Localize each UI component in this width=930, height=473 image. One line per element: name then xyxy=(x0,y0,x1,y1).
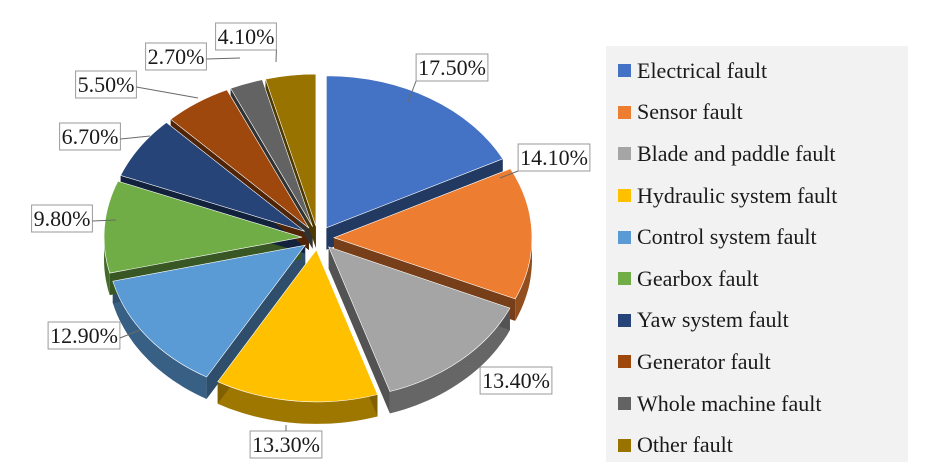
pie-slice-control-system-fault xyxy=(112,244,306,378)
legend-item-blade-and-paddle-fault: Blade and paddle fault xyxy=(618,133,908,175)
legend-item-other-fault: Other fault xyxy=(618,424,908,466)
data-label-group-4: 12.90% xyxy=(47,321,121,350)
leader-line xyxy=(407,80,417,103)
leader-line xyxy=(461,365,481,368)
data-label: 2.70% xyxy=(148,44,205,69)
data-label: 12.90% xyxy=(50,323,118,348)
legend-swatch xyxy=(618,189,631,203)
data-label-group-0: 17.50% xyxy=(415,53,489,82)
data-label-box xyxy=(215,22,277,51)
pie-chart: 17.50% 14.10% 13.40% 13.30% 12.90% 9.80% 6.70%… xyxy=(31,22,591,459)
slice-side-1 xyxy=(515,235,532,321)
pie-slice-yaw-system-fault xyxy=(120,122,305,232)
leader-line xyxy=(120,135,151,140)
leader-line xyxy=(136,86,199,99)
pie-slice-electrical-fault xyxy=(326,75,504,229)
data-label: 13.40% xyxy=(482,368,550,393)
chart-legend: Electrical fault Sensor fault Blade and pa… xyxy=(606,46,908,462)
legend-label: Yaw system fault xyxy=(637,307,789,333)
legend-swatch xyxy=(618,438,631,452)
slice-side-3 xyxy=(217,381,378,424)
data-label-box xyxy=(249,430,323,459)
legend-label: Control system fault xyxy=(637,224,817,250)
legend-item-whole-machine-fault: Whole machine fault xyxy=(618,383,908,425)
slice-side-2 xyxy=(389,308,510,414)
legend-label: Generator fault xyxy=(637,348,771,374)
data-label-box xyxy=(59,122,121,151)
data-label-box xyxy=(145,42,207,71)
legend-item-yaw-system-fault: Yaw system fault xyxy=(618,300,908,342)
data-label: 14.10% xyxy=(520,145,588,170)
legend-swatch xyxy=(618,64,631,78)
data-label-group-2: 13.40% xyxy=(479,366,553,395)
legend-label: Blade and paddle fault xyxy=(637,140,836,166)
data-label-group-7: 5.50% xyxy=(75,70,137,99)
legend-swatch xyxy=(618,313,631,327)
pie-slice-generator-fault xyxy=(170,89,310,229)
leader-line xyxy=(499,170,519,179)
legend-item-hydraulic-system-fault: Hydraulic system fault xyxy=(618,175,908,217)
data-label: 13.30% xyxy=(252,432,320,457)
legend-label: Whole machine fault xyxy=(637,390,822,416)
data-label: 17.50% xyxy=(418,55,486,80)
data-label-group-5: 9.80% xyxy=(31,204,93,233)
pie-slice-hydraulic-system-fault xyxy=(217,249,378,403)
data-label-group-3: 13.30% xyxy=(249,430,323,459)
data-label-box xyxy=(47,321,121,350)
legend-item-generator-fault: Generator fault xyxy=(618,341,908,383)
leader-line xyxy=(119,329,141,339)
slice-side-4 xyxy=(112,281,207,399)
legend-label: Sensor fault xyxy=(637,99,743,125)
legend-label: Gearbox fault xyxy=(637,265,759,291)
data-label-group-9: 4.10% xyxy=(215,22,277,51)
data-label-box xyxy=(479,366,553,395)
legend-item-electrical-fault: Electrical fault xyxy=(618,50,908,92)
data-label: 6.70% xyxy=(62,124,119,149)
legend-item-sensor-fault: Sensor fault xyxy=(618,92,908,134)
slice-wall-4-0 xyxy=(206,245,306,399)
legend-label: Hydraulic system fault xyxy=(637,182,838,208)
legend-swatch xyxy=(618,355,631,369)
legend-label: Electrical fault xyxy=(637,57,768,83)
legend-swatch xyxy=(618,230,631,244)
data-label-group-8: 2.70% xyxy=(145,42,207,71)
data-label-box xyxy=(517,143,591,172)
legend-swatch xyxy=(618,397,631,411)
data-label-box xyxy=(75,70,137,99)
data-label: 4.10% xyxy=(218,24,275,49)
data-label-box xyxy=(31,204,93,233)
leader-line xyxy=(206,57,241,60)
pie-data-labels: 17.50% 14.10% 13.40% 13.30% 12.90% 9.80% 6.70%… xyxy=(31,22,591,459)
legend-item-control-system-fault: Control system fault xyxy=(618,216,908,258)
legend-swatch xyxy=(618,105,631,119)
pie-slice-sensor-fault xyxy=(333,168,533,300)
legend-swatch xyxy=(618,147,631,161)
data-label: 5.50% xyxy=(78,72,135,97)
pie-slice-other-fault xyxy=(265,73,317,227)
data-label-group-1: 14.10% xyxy=(517,143,591,172)
legend-label: Other fault xyxy=(637,432,733,458)
data-label-box xyxy=(415,53,489,82)
pie-slice-blade-and-paddle-fault xyxy=(328,246,511,392)
slice-wall-2-1 xyxy=(328,246,390,414)
legend-item-gearbox-fault: Gearbox fault xyxy=(618,258,908,300)
pie-slice-whole-machine-fault xyxy=(230,79,313,227)
data-label-group-6: 6.70% xyxy=(59,122,121,151)
pie-slices xyxy=(103,73,533,403)
leader-line xyxy=(92,219,117,222)
legend-swatch xyxy=(618,272,631,286)
data-label: 9.80% xyxy=(34,206,91,231)
pie-slice-gearbox-fault xyxy=(103,180,303,274)
